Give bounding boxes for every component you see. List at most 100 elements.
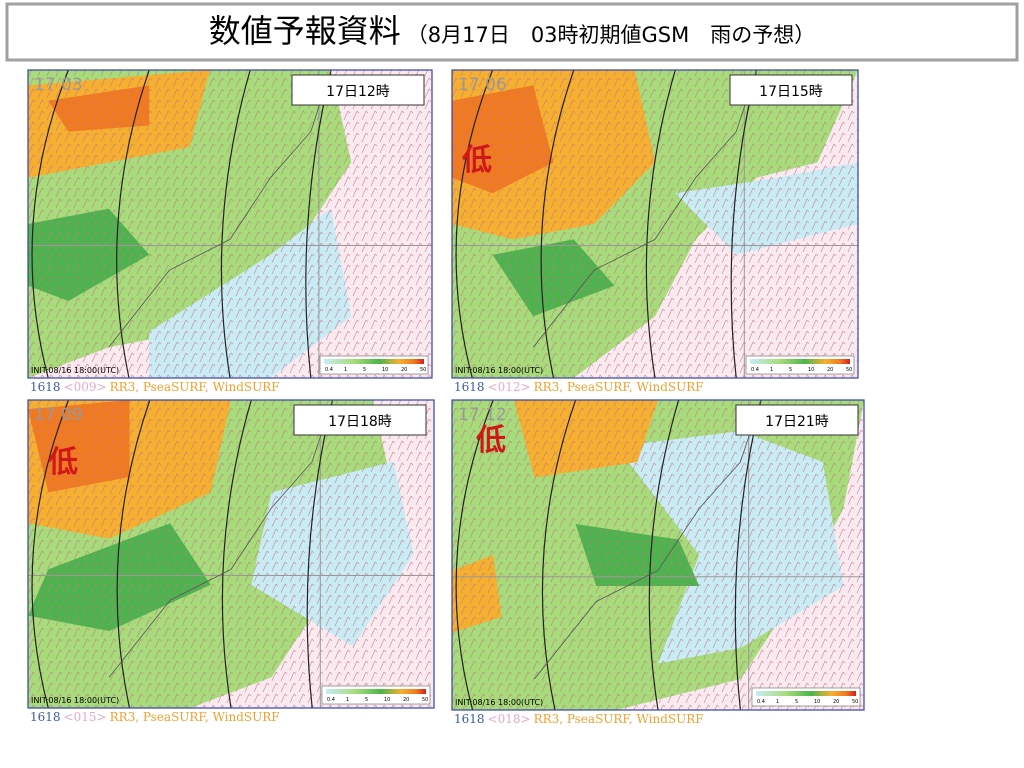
legend-tick: 10 xyxy=(384,697,390,703)
isobar xyxy=(221,400,252,708)
map-border xyxy=(451,399,865,711)
legend-tick: 1 xyxy=(776,699,779,705)
subtitle: （8月17日 03時初期値GSM 雨の予想） xyxy=(407,23,816,47)
map-panel: 17 09 17日18時 INIT:08/16 18:00(UTC) 0.4 1 5 10 2… xyxy=(27,399,435,724)
wind-barbs xyxy=(452,400,864,710)
time-label-box xyxy=(291,74,425,106)
low-marker: 低 xyxy=(475,423,506,458)
legend-box xyxy=(319,355,429,375)
isobar xyxy=(305,70,332,378)
time-label-box xyxy=(293,404,427,436)
map-time: 17 12 xyxy=(458,405,507,425)
init-time: INIT:08/16 18:00(UTC) xyxy=(31,696,119,705)
isobar xyxy=(648,400,680,710)
coastline xyxy=(534,400,762,680)
caption-step: <018> xyxy=(488,712,531,726)
caption-run: 1618 xyxy=(454,380,485,394)
caption-fields: RR3, PseaSURF, WindSURF xyxy=(534,380,704,394)
legend-tick: 10 xyxy=(814,699,820,705)
title: 数値予報資料 （8月17日 03時初期値GSM 雨の予想） xyxy=(209,12,816,50)
time-label: 17日15時 xyxy=(759,84,823,100)
legend-tick: 1 xyxy=(344,367,347,373)
init-time: INIT:08/16 18:00(UTC) xyxy=(455,698,543,707)
legend-bar xyxy=(750,359,850,364)
legend-bar xyxy=(326,689,426,694)
legend-tick: 20 xyxy=(403,697,409,703)
caption-fields: RR3, PseaSURF, WindSURF xyxy=(534,712,704,726)
legend-tick: 5 xyxy=(363,367,366,373)
caption-step: <015> xyxy=(64,710,107,724)
map-border xyxy=(27,399,435,709)
legend-tick: 1 xyxy=(770,367,773,373)
legend-tick: 0.4 xyxy=(327,697,335,703)
map xyxy=(452,70,858,378)
map-time: 17 03 xyxy=(34,75,83,95)
legend-tick: 1 xyxy=(346,697,349,703)
isobar xyxy=(116,400,151,708)
caption: 1618 <015> RR3, PseaSURF, WindSURF xyxy=(30,710,280,724)
caption: 1618 <009> RR3, PseaSURF, WindSURF xyxy=(30,380,280,394)
legend-tick: 0.4 xyxy=(757,699,765,705)
legend-tick: 20 xyxy=(833,699,839,705)
legend-tick: 10 xyxy=(382,367,388,373)
legend-tick: 5 xyxy=(365,697,368,703)
wind-barbs xyxy=(28,400,434,708)
isobar xyxy=(31,400,70,708)
caption-run: 1618 xyxy=(30,710,61,724)
map-time: 17 09 xyxy=(34,405,83,425)
time-label: 17日12時 xyxy=(326,84,390,100)
init-time: INIT:08/16 18:00(UTC) xyxy=(31,366,119,375)
isobar xyxy=(455,70,494,378)
isobar xyxy=(455,400,494,710)
caption-step: <009> xyxy=(64,380,107,394)
coastline xyxy=(532,70,757,348)
isobar xyxy=(730,70,758,378)
map-panel: 17 06 17日15時 INIT:08/16 18:00(UTC) 0.4 1 5 10 2… xyxy=(451,69,859,394)
legend-tick: 5 xyxy=(789,367,792,373)
map xyxy=(28,400,434,708)
map-time: 17 06 xyxy=(458,75,507,95)
isobar xyxy=(306,400,334,708)
title-box xyxy=(5,2,1019,62)
map-panel: 17 03 17日12時 INIT:08/16 18:00(UTC) 0.4 1 5 10 2… xyxy=(27,69,433,394)
legend-box xyxy=(321,685,431,705)
coastline xyxy=(108,70,332,348)
time-label: 17日21時 xyxy=(765,414,829,430)
isobar xyxy=(645,70,676,378)
legend-tick: 5 xyxy=(795,699,798,705)
wind-barbs xyxy=(28,70,432,378)
time-label-box xyxy=(735,404,859,436)
map xyxy=(28,70,432,378)
caption: 1618 <018> RR3, PseaSURF, WindSURF xyxy=(454,712,704,726)
legend-tick: 50 xyxy=(846,367,852,373)
legend-tick: 0.4 xyxy=(751,367,759,373)
title-main: 数値予報資料 xyxy=(209,12,401,50)
legend-tick: 50 xyxy=(422,697,428,703)
legend-box xyxy=(745,355,855,375)
legend-box xyxy=(751,687,861,707)
caption-run: 1618 xyxy=(30,380,61,394)
caption-fields: RR3, PseaSURF, WindSURF xyxy=(110,710,280,724)
caption: 1618 <012> RR3, PseaSURF, WindSURF xyxy=(454,380,704,394)
low-marker: 低 xyxy=(461,143,492,178)
map xyxy=(452,400,864,710)
time-label-box xyxy=(729,74,853,106)
legend-bar xyxy=(756,691,856,696)
isobar xyxy=(220,70,251,378)
isobar xyxy=(540,70,575,378)
isobar xyxy=(541,400,577,710)
caption-run: 1618 xyxy=(454,712,485,726)
isobar xyxy=(734,400,762,710)
caption-step: <012> xyxy=(488,380,531,394)
legend-tick: 0.4 xyxy=(325,367,333,373)
init-time: INIT:08/16 18:00(UTC) xyxy=(455,366,543,375)
caption-fields: RR3, PseaSURF, WindSURF xyxy=(110,380,280,394)
map-border xyxy=(451,69,859,379)
legend-tick: 50 xyxy=(420,367,426,373)
time-label: 17日18時 xyxy=(328,414,392,430)
legend-tick: 20 xyxy=(401,367,407,373)
legend-tick: 20 xyxy=(827,367,833,373)
coastline xyxy=(108,400,333,678)
map-border xyxy=(27,69,433,379)
isobar xyxy=(116,70,150,378)
